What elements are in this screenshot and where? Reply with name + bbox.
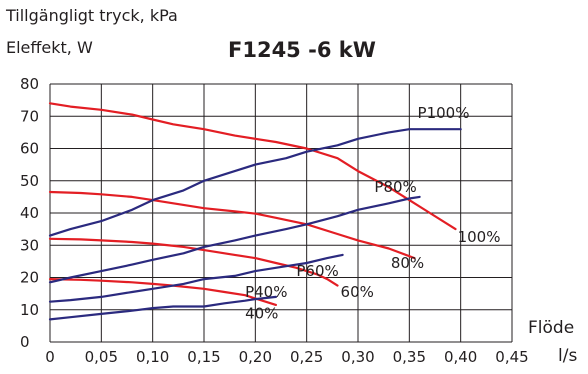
series-label: P40% — [245, 283, 287, 301]
x-tick-label: 0,40 — [444, 348, 477, 366]
grid — [49, 83, 513, 343]
series-label: P100% — [418, 104, 470, 122]
pressure-line-100 — [48, 102, 457, 231]
series-label: 80% — [391, 254, 424, 272]
y-tick-label: 60 — [20, 140, 39, 158]
x-tick-label: 0,35 — [393, 348, 426, 366]
y-axis-label-power: Eleffekt, W — [6, 38, 93, 57]
power-line-p100 — [48, 128, 462, 237]
x-tick-label: 0,30 — [341, 348, 374, 366]
power-line-p40 — [48, 295, 277, 321]
y-tick-label: 40 — [20, 204, 39, 222]
x-tick-label: 0,10 — [136, 348, 169, 366]
x-tick-label: 0,45 — [495, 348, 528, 366]
x-tick-label: 0,25 — [290, 348, 323, 366]
x-tick-label: 0,05 — [85, 348, 118, 366]
series-label: P80% — [374, 178, 416, 196]
series-label: P60% — [296, 262, 338, 280]
y-tick-label: 80 — [20, 75, 39, 93]
y-tick-label: 30 — [20, 236, 39, 254]
y-axis-label-pressure: Tillgängligt tryck, kPa — [6, 6, 178, 25]
x-tick-label: 0,20 — [239, 348, 272, 366]
y-tick-label: 0 — [20, 333, 30, 351]
chart-title: F1245 -6 kW — [228, 38, 376, 62]
y-tick-label: 50 — [20, 172, 39, 190]
x-axis-label: Flöde — [528, 318, 575, 338]
series-label: 100% — [458, 228, 501, 246]
pressure-line-80 — [48, 190, 416, 260]
power-line-p80 — [48, 195, 421, 284]
y-tick-label: 70 — [20, 107, 39, 125]
series-label: 60% — [341, 283, 374, 301]
series-label: 40% — [245, 304, 278, 322]
y-tick-label: 10 — [20, 301, 39, 319]
series-labels: P100% P80% 100% 80% P60%60% P40% 40% — [245, 104, 500, 323]
pressure-line-60 — [48, 237, 339, 287]
y-tick-label: 20 — [20, 269, 39, 287]
series-lines — [48, 102, 462, 321]
power-line-p60 — [48, 253, 344, 303]
x-axis-unit: l/s — [558, 346, 578, 366]
x-tick-label: 0,15 — [187, 348, 220, 366]
axis-ticks: 0 0,05 0,10 0,15 0,20 0,25 0,30 0,35 0,40 0,45 0 10… — [20, 75, 529, 366]
x-tick-label: 0 — [45, 348, 55, 366]
